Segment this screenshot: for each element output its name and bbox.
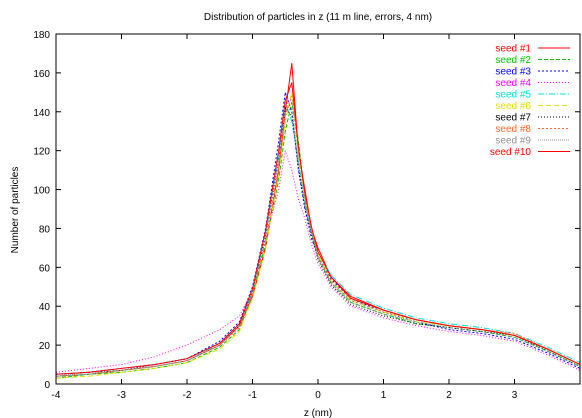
- legend-label: seed #3: [495, 67, 531, 78]
- legend-label: seed #5: [495, 90, 531, 101]
- y-tick-label: 0: [44, 380, 50, 391]
- y-tick-label: 40: [39, 302, 51, 313]
- x-tick-label: -2: [183, 390, 192, 401]
- legend-label: seed #9: [495, 136, 531, 147]
- x-tick-label: -3: [117, 390, 126, 401]
- legend-label: seed #1: [495, 44, 531, 55]
- plot-area: [55, 63, 581, 379]
- legend-label: seed #6: [495, 101, 531, 112]
- y-tick-label: 140: [33, 108, 50, 119]
- chart-title: Distribution of particles in z (11 m lin…: [204, 12, 432, 23]
- legend-label: seed #4: [495, 78, 531, 89]
- axis-ticks: -4 -3 -2 -1 0 1 2 3 0 20 40 60 80 100 120 140 160 180: [33, 30, 580, 401]
- legend-label: seed #8: [495, 124, 531, 135]
- x-tick-label: -4: [52, 390, 61, 401]
- y-axis-label: Number of particles: [10, 167, 21, 254]
- legend-label: seed #7: [495, 113, 531, 124]
- series-line-seed-9: [55, 107, 581, 377]
- legend-label: seed #2: [495, 55, 531, 66]
- x-tick-label: -1: [248, 390, 257, 401]
- y-tick-label: 160: [33, 69, 50, 80]
- x-tick-label: 0: [315, 390, 321, 401]
- y-tick-label: 80: [39, 224, 51, 235]
- y-tick-label: 20: [39, 341, 51, 352]
- legend-label: seed #10: [490, 147, 532, 158]
- y-tick-label: 100: [33, 186, 50, 197]
- x-tick-label: 3: [512, 390, 518, 401]
- x-tick-label: 2: [446, 390, 452, 401]
- series-line-seed-10: [55, 82, 581, 375]
- x-tick-label: 1: [381, 390, 387, 401]
- y-tick-label: 180: [33, 30, 50, 41]
- y-tick-label: 120: [33, 147, 50, 158]
- x-axis-label: z (nm): [304, 408, 332, 418]
- series-line-seed-4: [55, 150, 581, 373]
- y-tick-label: 60: [39, 263, 51, 274]
